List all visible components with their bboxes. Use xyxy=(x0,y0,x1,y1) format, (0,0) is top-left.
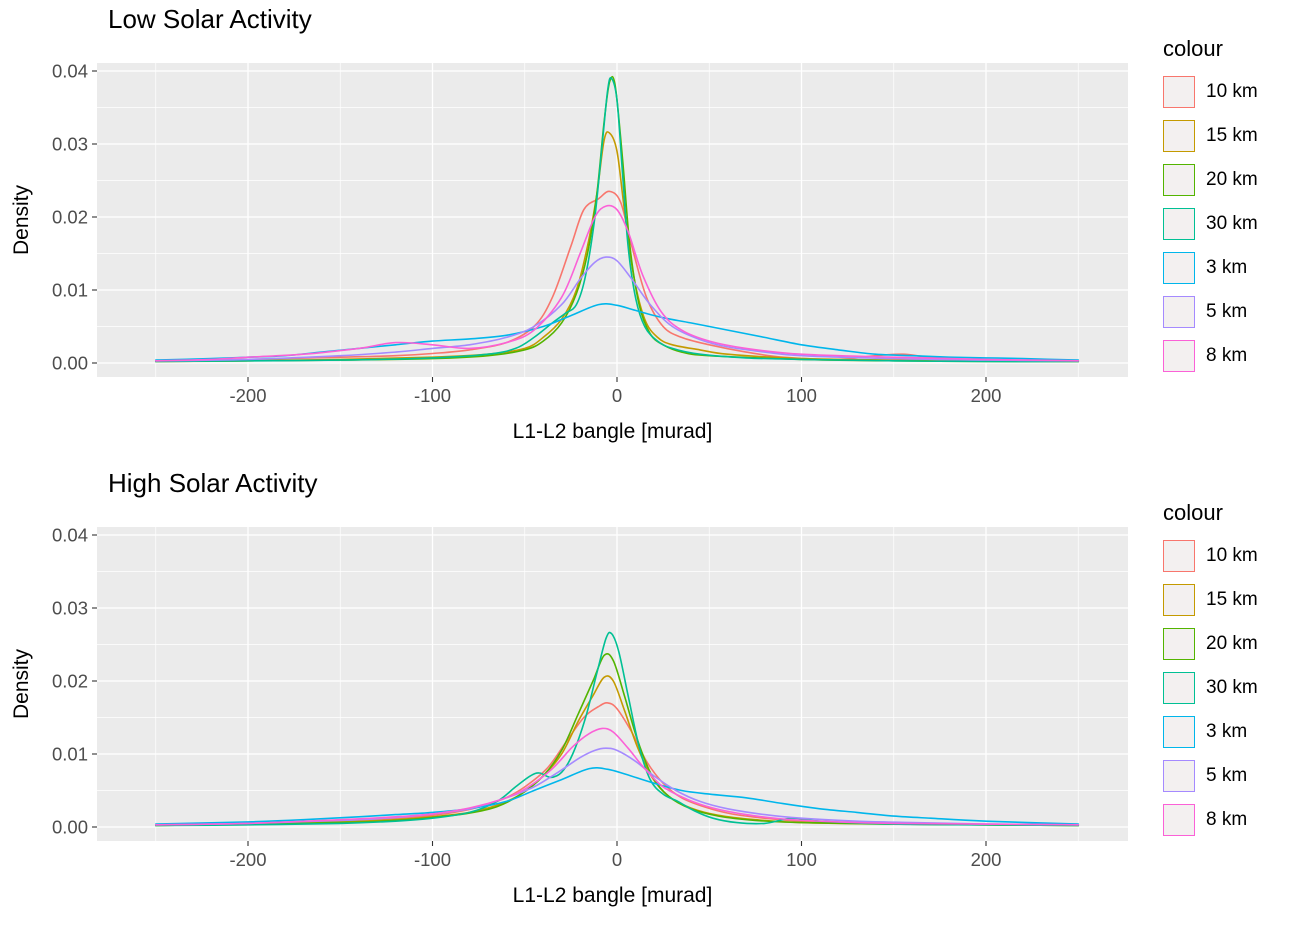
y-tick-label: 0.03 xyxy=(52,134,88,155)
chart-title: High Solar Activity xyxy=(108,468,318,498)
x-tick-label: 100 xyxy=(786,385,817,406)
legend-item: 15 km xyxy=(1163,120,1258,152)
legend-item: 20 km xyxy=(1163,164,1258,196)
density-curve-30-km xyxy=(155,631,1080,827)
y-tick-label: 0.02 xyxy=(52,671,88,692)
density-curve-30-km xyxy=(155,76,1080,363)
legend-label: 20 km xyxy=(1206,169,1258,190)
legend-key-swatch xyxy=(1163,584,1195,616)
y-tick-label: 0.01 xyxy=(52,280,88,301)
legend-key-swatch xyxy=(1163,340,1195,372)
x-tick-label: 0 xyxy=(612,849,622,870)
x-tick-label: 0 xyxy=(612,385,622,406)
legend-label: 20 km xyxy=(1206,633,1258,654)
x-axis-title: L1-L2 bangle [murad] xyxy=(512,884,713,907)
legend-label: 15 km xyxy=(1206,125,1258,146)
legend-item: 3 km xyxy=(1163,252,1258,284)
y-tick-label: 0.04 xyxy=(52,61,88,82)
legend-item: 8 km xyxy=(1163,340,1258,372)
chart-title: Low Solar Activity xyxy=(108,4,312,34)
legend-key-swatch xyxy=(1163,672,1195,704)
legend-item: 30 km xyxy=(1163,672,1258,704)
legend-item: 10 km xyxy=(1163,540,1258,572)
x-tick-label: -200 xyxy=(229,385,266,406)
legend-key-swatch xyxy=(1163,716,1195,748)
legend: colour 10 km 15 km 20 km 30 km 3 km 5 km 8 km xyxy=(1163,500,1258,848)
legend-label: 8 km xyxy=(1206,345,1248,366)
legend-label: 3 km xyxy=(1206,721,1248,742)
plot-panel: -200 -100 0 100 200 0.00 0.01 0.02 0.03 0.04 xyxy=(52,61,1128,406)
density-curve-10-km xyxy=(155,702,1080,826)
legend-key-swatch xyxy=(1163,296,1195,328)
legend-item: 5 km xyxy=(1163,296,1258,328)
density-curve-5-km xyxy=(155,256,1080,362)
legend-key-swatch xyxy=(1163,120,1195,152)
chart-block-high-solar: High Solar Activity Density -200 -100 0 100… xyxy=(0,464,1293,927)
legend-key-swatch xyxy=(1163,76,1195,108)
density-curve-8-km xyxy=(155,204,1080,362)
legend-key-swatch xyxy=(1163,628,1195,660)
legend: colour 10 km 15 km 20 km 30 km 3 km 5 km 8 km xyxy=(1163,36,1258,384)
y-tick-label: 0.00 xyxy=(52,353,88,374)
legend-item: 15 km xyxy=(1163,584,1258,616)
y-tick-label: 0.02 xyxy=(52,207,88,228)
x-tick-label: -200 xyxy=(229,849,266,870)
legend-key-swatch xyxy=(1163,760,1195,792)
legend-key-swatch xyxy=(1163,208,1195,240)
legend-label: 8 km xyxy=(1206,809,1248,830)
legend-label: 5 km xyxy=(1206,301,1248,322)
legend-label: 3 km xyxy=(1206,257,1248,278)
y-tick-label: 0.03 xyxy=(52,598,88,619)
legend-label: 5 km xyxy=(1206,765,1248,786)
legend-item: 20 km xyxy=(1163,628,1258,660)
x-tick-label: -100 xyxy=(414,385,451,406)
legend-label: 30 km xyxy=(1206,213,1258,234)
y-tick-label: 0.00 xyxy=(52,817,88,838)
legend-label: 10 km xyxy=(1206,545,1258,566)
legend-items: 10 km 15 km 20 km 30 km 3 km 5 km 8 km xyxy=(1163,540,1258,836)
legend-key-swatch xyxy=(1163,804,1195,836)
y-tick-label: 0.01 xyxy=(52,744,88,765)
y-tick-label: 0.04 xyxy=(52,525,88,546)
legend-label: 30 km xyxy=(1206,677,1258,698)
x-tick-label: 100 xyxy=(786,849,817,870)
x-tick-label: 200 xyxy=(971,849,1002,870)
panel-background xyxy=(97,63,1128,377)
x-tick-label: 200 xyxy=(971,385,1002,406)
x-axis-title: L1-L2 bangle [murad] xyxy=(512,420,713,443)
legend-items: 10 km 15 km 20 km 30 km 3 km 5 km 8 km xyxy=(1163,76,1258,372)
legend-title: colour xyxy=(1163,36,1223,61)
plot-panel: -200 -100 0 100 200 0.00 0.01 0.02 0.03 0.04 xyxy=(52,525,1128,870)
x-tick-label: -100 xyxy=(414,849,451,870)
legend-item: 3 km xyxy=(1163,716,1258,748)
legend-label: 15 km xyxy=(1206,589,1258,610)
legend-item: 8 km xyxy=(1163,804,1258,836)
legend-item: 30 km xyxy=(1163,208,1258,240)
legend-item: 5 km xyxy=(1163,760,1258,792)
legend-key-swatch xyxy=(1163,252,1195,284)
density-curve-8-km xyxy=(155,727,1080,826)
legend-key-swatch xyxy=(1163,540,1195,572)
legend-item: 10 km xyxy=(1163,76,1258,108)
chart-block-low-solar: Low Solar Activity Density -200 -100 0 100 2… xyxy=(0,0,1293,463)
legend-key-swatch xyxy=(1163,164,1195,196)
legend-label: 10 km xyxy=(1206,81,1258,102)
panel-background xyxy=(97,527,1128,841)
density-curve-3-km xyxy=(155,767,1080,825)
legend-title: colour xyxy=(1163,500,1223,525)
